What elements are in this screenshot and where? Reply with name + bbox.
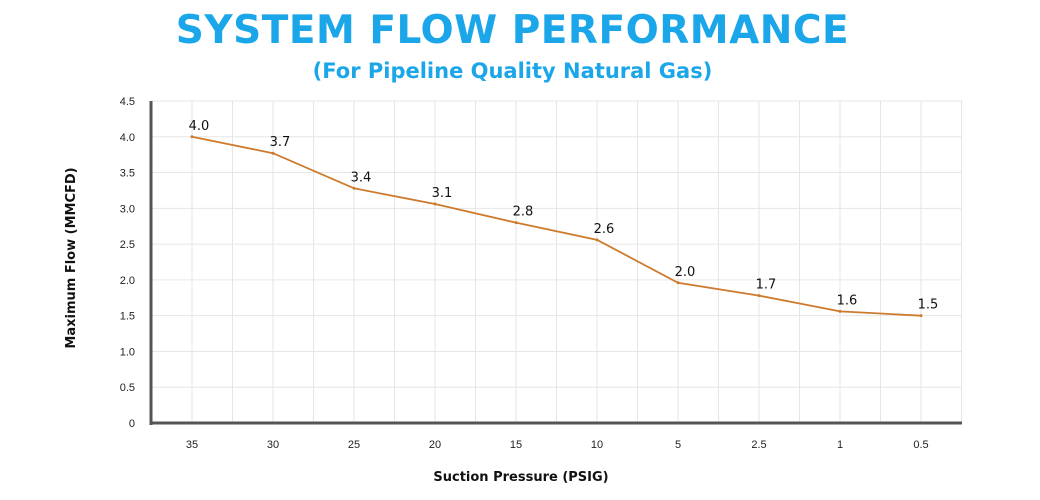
grid-lines (151, 100, 962, 423)
data-point (514, 221, 518, 225)
data-labels: 4.0 3.7 3.4 3.1 2.8 2.6 2.0 1.7 1.6 1.5 (189, 119, 939, 313)
data-label: 3.7 (270, 135, 291, 150)
data-point (595, 238, 599, 242)
y-axis-title: Maximum Flow (MMCFD) (64, 167, 79, 348)
y-tick-label: 4.5 (120, 96, 135, 108)
y-tick-label: 2.5 (120, 239, 135, 251)
y-tick-label: 4.0 (120, 132, 135, 144)
data-label: 3.4 (351, 170, 372, 185)
data-label: 2.6 (594, 222, 615, 237)
data-point (757, 294, 761, 298)
data-label: 3.1 (432, 186, 453, 201)
series-line (191, 135, 922, 317)
x-tick-label: 25 (348, 439, 360, 451)
x-axis-title: Suction Pressure (PSIG) (433, 470, 608, 485)
y-axis-ticks: 0 0.5 1.0 1.5 2.0 2.5 3.0 3.5 4.0 4.5 (120, 96, 135, 430)
y-tick-label: 1.0 (120, 346, 135, 358)
series-layer (190, 135, 923, 318)
data-point (919, 314, 923, 318)
x-tick-label: 20 (429, 439, 441, 451)
y-tick-label: 2.0 (120, 275, 135, 287)
y-tick-label: 3.5 (120, 168, 135, 180)
chart-subtitle: (For Pipeline Quality Natural Gas) (312, 59, 713, 83)
y-tick-label: 1.5 (120, 311, 135, 323)
data-point (676, 281, 680, 285)
data-label: 1.7 (756, 278, 777, 293)
data-label: 4.0 (189, 119, 210, 134)
data-label: 2.8 (513, 205, 534, 220)
data-point (838, 309, 842, 313)
x-tick-label: 0.5 (913, 439, 928, 451)
chart-title: SYSTEM FLOW PERFORMANCE (175, 8, 850, 53)
x-tick-label: 2.5 (751, 439, 766, 451)
data-point (352, 186, 356, 190)
data-label: 2.0 (675, 265, 696, 280)
x-tick-label: 35 (186, 439, 198, 451)
data-label: 1.6 (837, 293, 858, 308)
data-point (271, 151, 275, 155)
y-tick-label: 0.5 (120, 382, 135, 394)
x-tick-label: 5 (675, 439, 681, 451)
x-tick-label: 30 (267, 439, 279, 451)
y-tick-label: 0 (129, 418, 135, 430)
y-tick-label: 3.0 (120, 203, 135, 215)
x-tick-label: 1 (837, 439, 843, 451)
data-label: 1.5 (918, 298, 939, 313)
data-point (190, 135, 194, 139)
x-tick-label: 15 (510, 439, 522, 451)
data-point (433, 202, 437, 206)
x-axis-ticks: 35 30 25 20 15 10 5 2.5 1 0.5 (186, 439, 929, 451)
x-tick-label: 10 (591, 439, 603, 451)
